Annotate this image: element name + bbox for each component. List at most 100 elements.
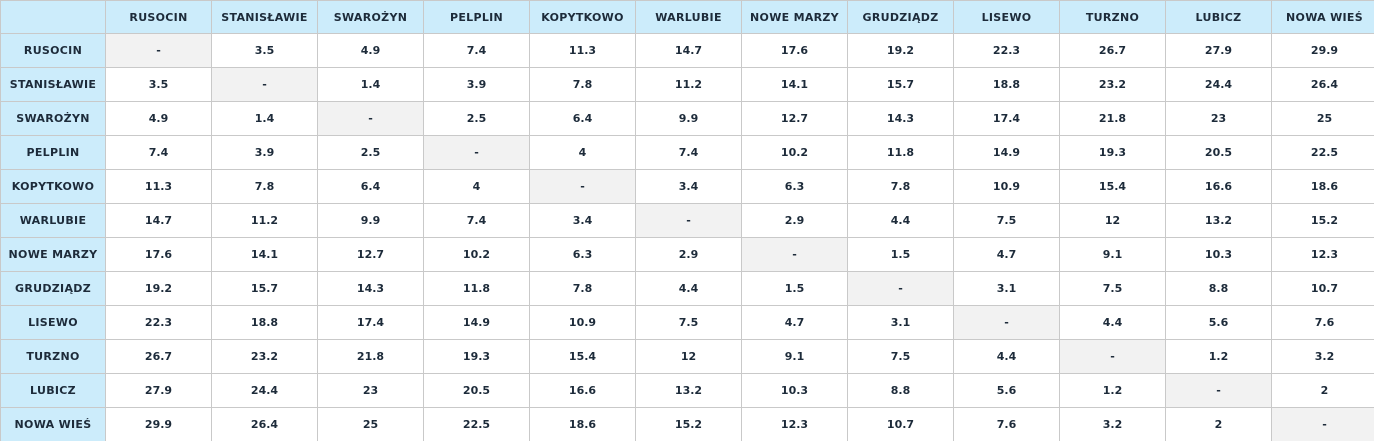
- distance-cell: 2.5: [423, 101, 530, 136]
- corner-cell: [0, 0, 106, 34]
- distance-cell: 24.4: [211, 373, 318, 408]
- distance-cell: 2: [1165, 407, 1272, 441]
- distance-cell: 15.2: [1271, 203, 1374, 238]
- distance-cell: 3.2: [1059, 407, 1166, 441]
- distance-cell: 14.9: [423, 305, 530, 340]
- row-header: WARLUBIE: [0, 203, 106, 238]
- distance-cell: 29.9: [1271, 33, 1374, 68]
- distance-cell: 26.7: [105, 339, 212, 374]
- column-header: NOWE MARZY: [741, 0, 848, 34]
- distance-cell: 14.1: [211, 237, 318, 272]
- distance-cell: 14.7: [635, 33, 742, 68]
- distance-cell: 19.3: [423, 339, 530, 374]
- diagonal-cell: -: [741, 237, 848, 272]
- distance-cell: 15.7: [211, 271, 318, 306]
- distance-cell: 15.7: [847, 67, 954, 102]
- distance-cell: 23: [1165, 101, 1272, 136]
- column-header: WARLUBIE: [635, 0, 742, 34]
- distance-cell: 7.6: [1271, 305, 1374, 340]
- distance-cell: 2.5: [317, 135, 424, 170]
- diagonal-cell: -: [317, 101, 424, 136]
- column-header: PELPLIN: [423, 0, 530, 34]
- diagonal-cell: -: [953, 305, 1060, 340]
- diagonal-cell: -: [635, 203, 742, 238]
- distance-cell: 2.9: [635, 237, 742, 272]
- distance-cell: 3.1: [847, 305, 954, 340]
- row-header: RUSOCIN: [0, 33, 106, 68]
- row-header: TURZNO: [0, 339, 106, 374]
- distance-cell: 4.9: [105, 101, 212, 136]
- table-row: STANISŁAWIE 3.5-1.4 3.9 7.8 11.2 14.1 15.7 18.8…: [0, 67, 1374, 102]
- column-header: GRUDZIĄDZ: [847, 0, 954, 34]
- distance-cell: 10.2: [423, 237, 530, 272]
- distance-cell: 7.5: [635, 305, 742, 340]
- distance-cell: 5.6: [953, 373, 1060, 408]
- distance-cell: 14.3: [847, 101, 954, 136]
- distance-cell: 17.4: [953, 101, 1060, 136]
- distance-cell: 19.2: [847, 33, 954, 68]
- column-header: TURZNO: [1059, 0, 1166, 34]
- distance-cell: 3.1: [953, 271, 1060, 306]
- distance-cell: 27.9: [105, 373, 212, 408]
- distance-cell: 3.9: [211, 135, 318, 170]
- distance-cell: 6.4: [317, 169, 424, 204]
- row-header: KOPYTKOWO: [0, 169, 106, 204]
- distance-cell: 19.3: [1059, 135, 1166, 170]
- distance-cell: 21.8: [1059, 101, 1166, 136]
- distance-cell: 16.6: [529, 373, 636, 408]
- distance-cell: 3.4: [529, 203, 636, 238]
- distance-cell: 9.9: [635, 101, 742, 136]
- column-header: KOPYTKOWO: [529, 0, 636, 34]
- distance-cell: 14.1: [741, 67, 848, 102]
- distance-cell: 18.8: [953, 67, 1060, 102]
- distance-cell: 9.1: [1059, 237, 1166, 272]
- distance-cell: 20.5: [1165, 135, 1272, 170]
- distance-cell: 8.8: [1165, 271, 1272, 306]
- distance-cell: 10.3: [1165, 237, 1272, 272]
- distance-cell: 15.4: [1059, 169, 1166, 204]
- distance-cell: 7.8: [847, 169, 954, 204]
- distance-cell: 4.4: [1059, 305, 1166, 340]
- diagonal-cell: -: [529, 169, 636, 204]
- distance-cell: 10.9: [529, 305, 636, 340]
- column-header: LUBICZ: [1165, 0, 1272, 34]
- distance-cell: 11.8: [423, 271, 530, 306]
- table-row: NOWA WIEŚ 29.9 26.4 25 22.5 18.6 15.2 12.3 10.7 7…: [0, 407, 1374, 441]
- distance-cell: 4.4: [847, 203, 954, 238]
- distance-cell: 14.3: [317, 271, 424, 306]
- header-row: RUSOCIN STANISŁAWIE SWAROŻYN PELPLIN KOPYTKO…: [0, 0, 1374, 34]
- distance-cell: 10.9: [953, 169, 1060, 204]
- distance-cell: 4.4: [635, 271, 742, 306]
- distance-cell: 20.5: [423, 373, 530, 408]
- distance-cell: 12.7: [741, 101, 848, 136]
- distance-cell: 15.4: [529, 339, 636, 374]
- distance-cell: 13.2: [635, 373, 742, 408]
- table-row: NOWE MARZY 17.6 14.1 12.7 10.2 6.3 2.9-1.5 4.7 9…: [0, 237, 1374, 272]
- distance-cell: 26.7: [1059, 33, 1166, 68]
- distance-cell: 4: [529, 135, 636, 170]
- distance-cell: 17.4: [317, 305, 424, 340]
- column-header: STANISŁAWIE: [211, 0, 318, 34]
- distance-cell: 7.4: [423, 203, 530, 238]
- table-row: LISEWO 22.3 18.8 17.4 14.9 10.9 7.5 4.7 3.1-4.4 5…: [0, 305, 1374, 340]
- distance-cell: 12.3: [1271, 237, 1374, 272]
- distance-cell: 11.8: [847, 135, 954, 170]
- distance-cell: 17.6: [741, 33, 848, 68]
- distance-cell: 11.2: [211, 203, 318, 238]
- distance-cell: 24.4: [1165, 67, 1272, 102]
- distance-cell: 2: [1271, 373, 1374, 408]
- distance-cell: 21.8: [317, 339, 424, 374]
- distance-cell: 4.9: [317, 33, 424, 68]
- distance-cell: 12: [635, 339, 742, 374]
- distance-cell: 1.4: [317, 67, 424, 102]
- distance-cell: 10.7: [1271, 271, 1374, 306]
- row-header: GRUDZIĄDZ: [0, 271, 106, 306]
- column-header: SWAROŻYN: [317, 0, 424, 34]
- distance-cell: 15.2: [635, 407, 742, 441]
- distance-cell: 25: [317, 407, 424, 441]
- table-row: GRUDZIĄDZ 19.2 15.7 14.3 11.8 7.8 4.4 1.5-3.1 7.…: [0, 271, 1374, 306]
- distance-cell: 1.5: [847, 237, 954, 272]
- diagonal-cell: -: [847, 271, 954, 306]
- table-row: RUSOCIN -3.5 4.9 7.4 11.3 14.7 17.6 19.2 22.3 26.…: [0, 33, 1374, 68]
